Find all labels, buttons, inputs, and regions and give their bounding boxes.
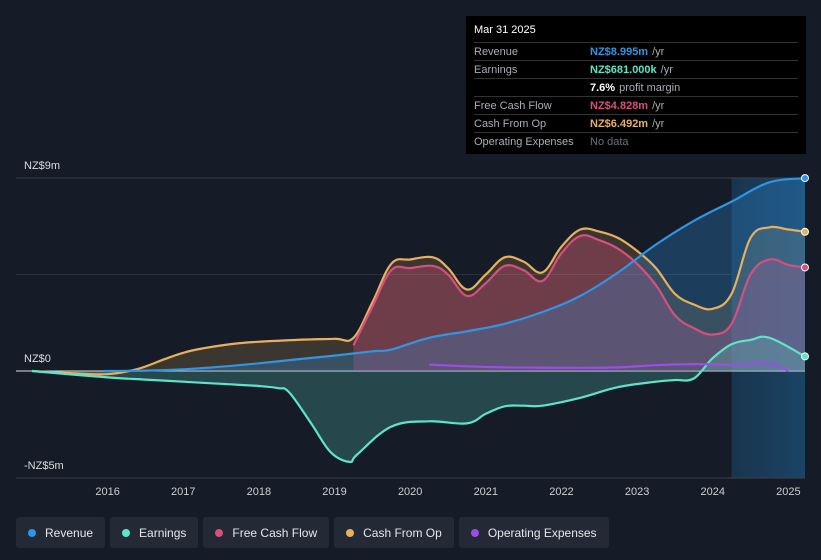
tooltip-row-label: Earnings <box>474 63 518 76</box>
cash-from-op-area <box>32 226 805 375</box>
legend-item-free-cash-flow[interactable]: Free Cash Flow <box>203 517 330 548</box>
revenue-line <box>103 177 806 373</box>
tooltip-row: Revenue NZ$8.995m/yr <box>474 43 798 61</box>
tooltip-row-unit: /yr <box>660 63 673 76</box>
free-cash-flow-end-dot <box>801 263 809 272</box>
legend-label: Revenue <box>45 525 94 540</box>
chart-plot: 2016 2017 2018 2019 2020 2021 2022 2023 2024 2025 <box>16 174 809 498</box>
cash-from-op-end-dot <box>801 227 809 236</box>
tooltip-row-unit: /yr <box>652 117 665 130</box>
tooltip-row-label: Cash From Op <box>474 117 547 130</box>
tooltip-row-unit: /yr <box>652 45 665 58</box>
tooltip-row-unit: /yr <box>652 99 665 112</box>
legend-dot-icon <box>215 528 224 537</box>
revenue-area <box>103 178 805 371</box>
x-tick-2018: 2018 <box>247 486 271 498</box>
legend-item-earnings[interactable]: Earnings <box>110 517 199 548</box>
tooltip-row-value: NZ$6.492m <box>590 117 649 130</box>
tooltip-row-label: Revenue <box>474 45 519 58</box>
earnings-end-dot <box>801 352 809 361</box>
x-tick-2022: 2022 <box>549 486 573 498</box>
tooltip-row-value: No data <box>590 135 629 148</box>
operating-expenses-line <box>429 362 789 373</box>
y-axis-top-label: NZ$9m <box>24 160 61 172</box>
tooltip-row: Cash From Op NZ$6.492m/yr <box>474 115 798 133</box>
revenue-end-dot <box>801 174 809 183</box>
legend-dot-icon <box>28 528 36 537</box>
tooltip-row: Free Cash Flow NZ$4.828m/yr <box>474 97 798 115</box>
x-tick-2017: 2017 <box>171 486 195 498</box>
legend-item-operating-expenses[interactable]: Operating Expenses <box>458 517 609 548</box>
tooltip-row-value: NZ$4.828m <box>590 99 649 112</box>
x-tick-2021: 2021 <box>474 486 498 498</box>
x-tick-2019: 2019 <box>322 486 346 498</box>
tooltip-row: 7.6% profit margin <box>474 79 798 97</box>
tooltip-row-value: NZ$681.000k <box>590 63 657 76</box>
tooltip-row-label: Operating Expenses <box>474 135 574 148</box>
x-tick-2023: 2023 <box>625 486 649 498</box>
tooltip-row: Earnings NZ$681.000k/yr <box>474 61 798 79</box>
earnings-area <box>32 336 805 462</box>
x-tick-2024: 2024 <box>700 486 724 498</box>
tooltip-panel: Mar 31 2025 Revenue NZ$8.995m/yr Earnings N… <box>466 16 806 154</box>
legend-dot-icon <box>470 528 479 537</box>
y-axis-bottom-label: -NZ$5m <box>24 460 64 472</box>
legend-dot-icon <box>122 528 131 537</box>
legend-item-cash-from-op[interactable]: Cash From Op <box>334 517 454 548</box>
free-cash-flow-line <box>352 234 806 346</box>
legend-label: Free Cash Flow <box>232 525 318 540</box>
x-tick-2020: 2020 <box>398 486 422 498</box>
legend-label: Cash From Op <box>363 525 442 540</box>
tooltip-row-label: Free Cash Flow <box>474 99 552 112</box>
legend-item-revenue[interactable]: Revenue <box>16 517 106 548</box>
tooltip-row-value: NZ$8.995m <box>590 45 649 58</box>
free-cash-flow-area <box>353 235 805 371</box>
legend: Revenue Earnings Free Cash Flow Cash From O… <box>16 517 609 548</box>
tooltip-date: Mar 31 2025 <box>474 24 798 43</box>
tooltip-row: Operating Expenses No data <box>474 133 798 150</box>
earnings-line <box>31 335 806 464</box>
legend-dot-icon <box>346 528 355 537</box>
tooltip-row-value: 7.6% <box>590 81 616 94</box>
x-tick-2025: 2025 <box>776 486 800 498</box>
cash-from-op-line <box>31 225 806 376</box>
legend-label: Operating Expenses <box>487 525 597 540</box>
legend-label: Earnings <box>139 525 187 540</box>
tooltip-row-unit: profit margin <box>619 81 681 94</box>
y-axis-zero-label: NZ$0 <box>24 353 51 365</box>
x-tick-2016: 2016 <box>95 486 119 498</box>
